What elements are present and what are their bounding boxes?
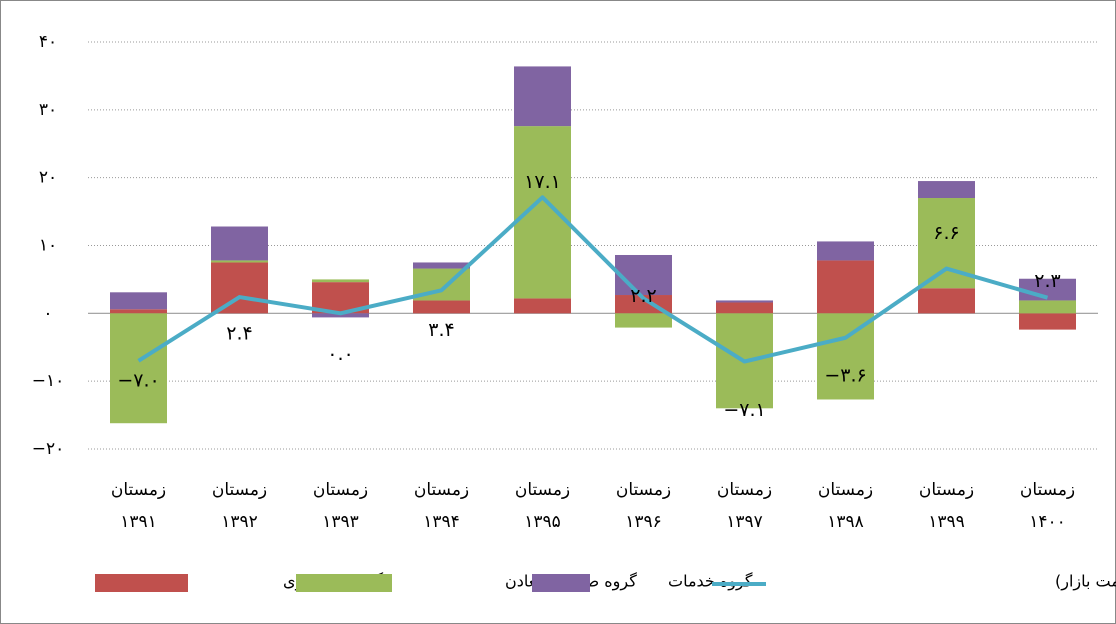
y-tick-label: −۲۰ (32, 439, 65, 459)
bar-segment (1019, 313, 1076, 330)
x-tick-label: زمستان (515, 480, 570, 500)
bar-segment (211, 262, 268, 314)
data-label: ۲.۲ (630, 285, 656, 307)
bar-segment (716, 300, 773, 303)
y-tick-label: ۳۰ (39, 100, 57, 120)
x-tick-label: ۱۳۹۳ (322, 512, 359, 532)
data-label: ۳.۴ (428, 319, 454, 341)
y-tick-label: ۲۰ (39, 168, 57, 188)
bar-segment (918, 288, 975, 314)
x-tick-label: ۱۳۹۷ (726, 512, 763, 532)
x-tick-label: زمستان (313, 480, 368, 500)
data-label: −۷.۰ (117, 369, 159, 391)
legend-label: گروه خدمات (668, 572, 753, 592)
x-tick-label: زمستان (1020, 480, 1075, 500)
bar-segment (211, 260, 268, 263)
bar-segment (817, 260, 874, 314)
y-tick-label: ۴۰ (39, 32, 57, 52)
bar-segment (514, 126, 571, 299)
data-label: ۲.۴ (226, 323, 252, 345)
x-tick-label: ۱۴۰۰ (1029, 512, 1066, 532)
bar-segment (514, 298, 571, 314)
legend-label: محصول ناخالص داخلی (به قیمت بازار) (1055, 572, 1116, 592)
bar-segment (716, 302, 773, 314)
bar-segment (312, 279, 369, 283)
x-tick-label: زمستان (717, 480, 772, 500)
legend-swatch (95, 574, 188, 592)
x-tick-label: ۱۳۹۹ (928, 512, 965, 532)
x-tick-label: زمستان (919, 480, 974, 500)
bar-segment (817, 313, 874, 400)
data-label: ۰.۰ (327, 343, 353, 365)
bar-segment (110, 313, 167, 424)
bar-segment (1019, 300, 1076, 314)
data-label: ۱۷.۱ (524, 171, 561, 193)
x-tick-label: ۱۳۹۴ (423, 512, 460, 532)
x-tick-label: زمستان (111, 480, 166, 500)
x-tick-label: ۱۳۹۶ (625, 512, 662, 532)
bar-segment (615, 254, 672, 296)
bar-segment (110, 309, 167, 314)
bar-segment (312, 313, 369, 318)
bar-segment (615, 313, 672, 328)
x-tick-label: ۱۳۹۵ (524, 512, 561, 532)
y-tick-label: ۰ (43, 303, 52, 323)
x-tick-label: ۱۳۹۸ (827, 512, 864, 532)
x-tick-label: زمستان (616, 480, 671, 500)
bar-segment (110, 292, 167, 310)
bar-segment (817, 241, 874, 261)
data-label: −۷.۱ (723, 399, 765, 421)
x-tick-label: زمستان (212, 480, 267, 500)
bar-segment (918, 181, 975, 199)
bar-segment (211, 226, 268, 261)
bar-segment (413, 300, 470, 314)
line-series (137, 195, 1049, 364)
bar-segment (514, 66, 571, 127)
legend-swatch (296, 574, 392, 592)
legend-swatch (532, 574, 590, 592)
x-tick-label: ۱۳۹۲ (221, 512, 258, 532)
y-tick-label: −۱۰ (32, 371, 65, 391)
x-tick-label: زمستان (414, 480, 469, 500)
data-label: −۳.۶ (824, 364, 866, 386)
y-tick-label: ۱۰ (39, 236, 57, 256)
bar-segment (413, 262, 470, 269)
x-tick-label: زمستان (818, 480, 873, 500)
x-tick-label: ۱۳۹۱ (120, 512, 157, 532)
data-label: ۲.۳ (1034, 270, 1060, 292)
data-label: ۶.۶ (933, 222, 959, 244)
